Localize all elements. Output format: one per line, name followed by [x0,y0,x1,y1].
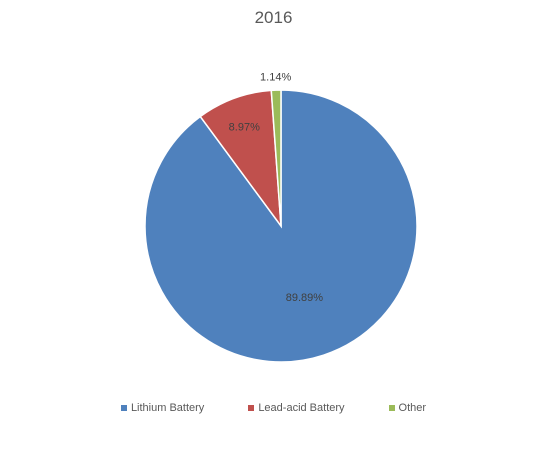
legend-swatch-lead-acid-battery [248,405,255,411]
pie-slice-other [270,89,282,227]
legend: Lithium Battery Lead-acid Battery Other [0,402,547,414]
chart-title: 2016 [254,8,293,27]
pie-chart: 89.89% 8.97% 1.14% [144,71,418,363]
data-label-lead-acid-battery: 8.97% [229,121,260,133]
legend-swatch-other [388,405,395,411]
legend-swatch-lithium-battery [120,405,127,411]
data-label-other: 1.14% [260,71,291,83]
legend-item-lead-acid-battery: Lead-acid Battery [248,402,345,414]
legend-item-other: Other [388,402,427,414]
data-label-lithium-battery: 89.89% [286,292,324,304]
legend-label-lead-acid-battery: Lead-acid Battery [258,402,345,414]
legend-label-other: Other [398,402,427,414]
legend-label-lithium-battery: Lithium Battery [130,402,205,414]
legend-item-lithium-battery: Lithium Battery [120,402,205,414]
